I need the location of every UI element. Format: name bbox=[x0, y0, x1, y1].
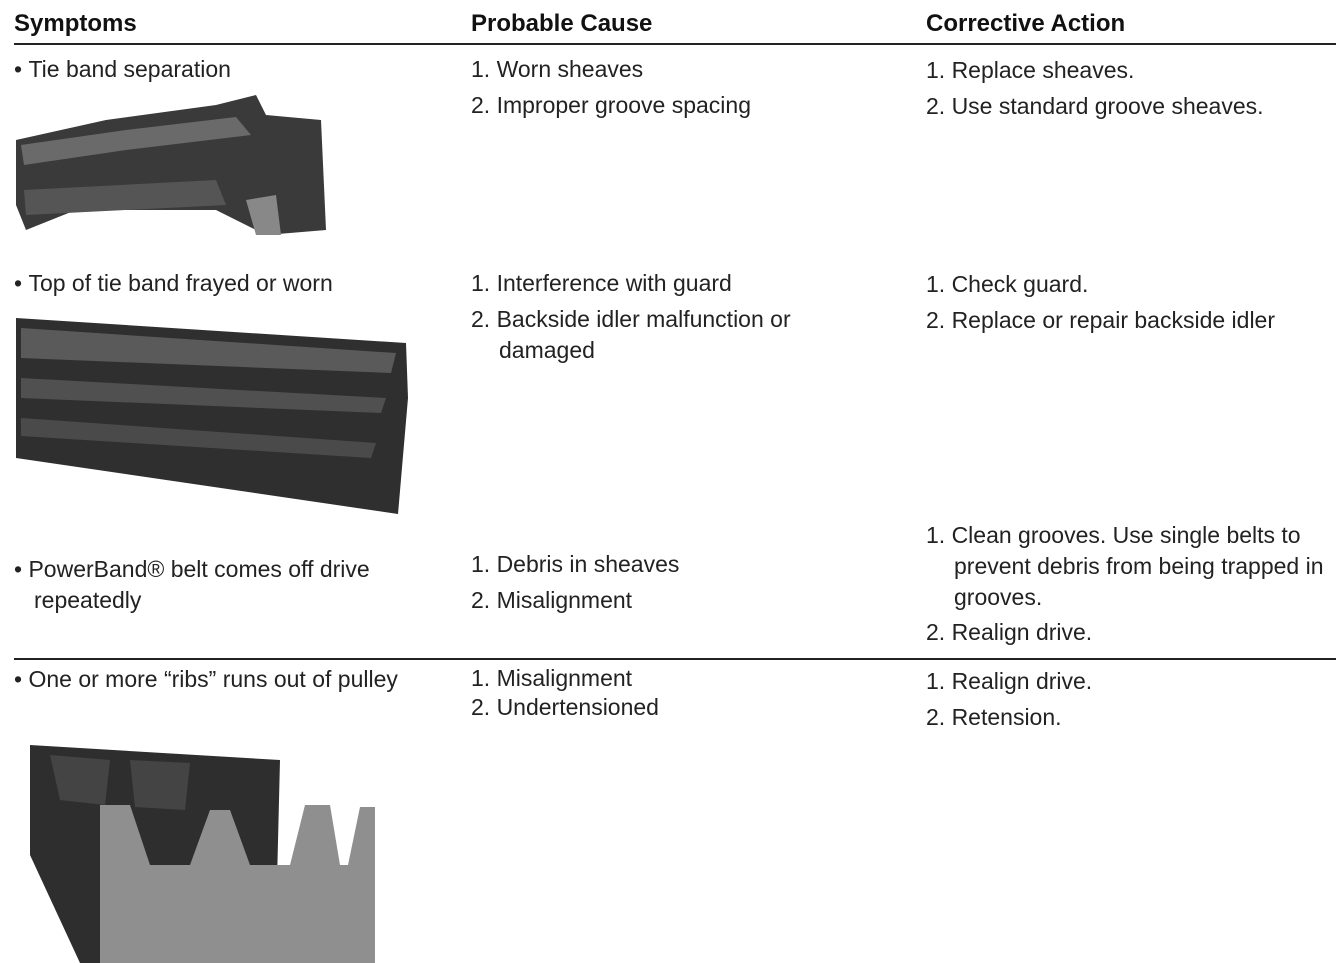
cause: 1. Misalignment bbox=[471, 665, 633, 691]
action: 2. Use standard groove sheaves. bbox=[926, 93, 1264, 119]
column-header: Symptoms bbox=[14, 10, 137, 37]
action: 2. Replace or repair backside idler bbox=[926, 307, 1276, 333]
action: 1. Replace sheaves. bbox=[926, 57, 1135, 83]
symptom: Tie band separation bbox=[14, 54, 434, 85]
symptom: One or more “ribs” runs out of pulley bbox=[14, 664, 434, 695]
pulley-photo bbox=[30, 745, 375, 963]
cause: 2. Improper groove spacing bbox=[471, 92, 751, 118]
cause: 1. Interference with guard bbox=[471, 270, 732, 296]
cause: 1. Debris in sheaves bbox=[471, 551, 680, 577]
column-header: Corrective Action bbox=[926, 10, 1126, 37]
cause: 2. Misalignment bbox=[471, 587, 633, 613]
action: 1. Realign drive. bbox=[926, 668, 1093, 694]
symptom: PowerBand® belt comes off drive repeated… bbox=[14, 554, 434, 616]
symptom: Top of tie band frayed or worn bbox=[14, 268, 434, 299]
cause: 2. Undertensioned bbox=[471, 694, 659, 720]
action: 2. Realign drive. bbox=[926, 619, 1093, 645]
cause: 1. Worn sheaves bbox=[471, 56, 644, 82]
action: 1. Check guard. bbox=[926, 271, 1089, 297]
action: 2. Retension. bbox=[926, 704, 1062, 730]
belt-photo bbox=[16, 95, 326, 235]
action: 1. Clean grooves. Use single belts to pr… bbox=[926, 522, 1324, 610]
belt-photo bbox=[16, 318, 408, 514]
header-rule bbox=[14, 43, 1336, 45]
cause: 2. Backside idler malfunction or damaged bbox=[471, 306, 791, 363]
row-rule bbox=[14, 658, 1336, 660]
column-header: Probable Cause bbox=[471, 10, 653, 37]
